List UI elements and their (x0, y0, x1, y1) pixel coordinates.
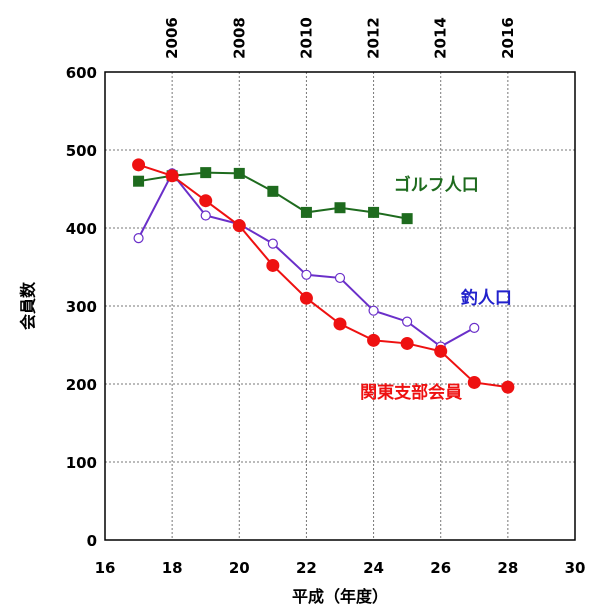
data-point (133, 233, 144, 244)
series-0: ゴルフ人口 (133, 167, 479, 225)
data-point (301, 269, 312, 280)
series-label: ゴルフ人口 (394, 175, 479, 196)
grid (105, 72, 575, 540)
data-point (467, 375, 481, 389)
data-point (367, 333, 381, 347)
y-axis-title: 会員数 (19, 281, 38, 330)
x-tick-label: 16 (95, 559, 116, 577)
y-tick-label: 500 (66, 142, 97, 160)
data-point (165, 169, 179, 183)
series-1: 釣人口 (133, 168, 512, 352)
data-point (267, 185, 279, 197)
data-point (334, 202, 346, 214)
series-label: 関東支部会員 (360, 382, 462, 403)
top-year-axis-ticks: 2006 2008 2010 2012 2014 2016 (163, 17, 517, 59)
x-tick-label: 18 (162, 559, 183, 577)
x-axis-title: 平成（年度） (292, 587, 388, 606)
y-axis-ticks: 0 100 200 300 400 500 600 (66, 64, 97, 550)
plot-area-frame (104, 71, 576, 541)
data-point (469, 322, 480, 333)
y-tick-label: 300 (66, 298, 97, 316)
data-point (132, 158, 146, 172)
series-label: 釣人口 (461, 288, 512, 309)
x-tick-label: 24 (363, 559, 384, 577)
data-point (199, 194, 213, 208)
top-year-tick-label: 2014 (432, 17, 450, 59)
data-point (434, 344, 448, 358)
y-tick-label: 100 (66, 454, 97, 472)
series-line (138, 163, 508, 389)
top-year-tick-label: 2006 (163, 17, 181, 59)
top-year-tick-label: 2010 (297, 17, 315, 59)
x-axis-ticks: 16 18 20 22 24 26 28 30 (95, 559, 586, 577)
data-point (501, 380, 515, 394)
top-year-tick-label: 2012 (365, 17, 383, 59)
data-point (402, 316, 413, 327)
data-point (266, 258, 280, 272)
data-point (200, 210, 211, 221)
series-2: 関東支部会員 (132, 158, 515, 403)
x-tick-label: 26 (430, 559, 451, 577)
data-point (299, 291, 313, 305)
data-point (401, 213, 413, 225)
x-tick-label: 28 (497, 559, 518, 577)
y-tick-label: 600 (66, 64, 97, 82)
data-point (200, 167, 212, 179)
top-year-tick-label: 2016 (499, 17, 517, 59)
y-tick-label: 400 (66, 220, 97, 238)
y-tick-label: 200 (66, 376, 97, 394)
x-tick-label: 20 (229, 559, 250, 577)
data-point (368, 206, 380, 218)
top-year-tick-label: 2008 (230, 17, 248, 59)
data-point (368, 305, 379, 316)
data-point (400, 336, 414, 350)
data-point (232, 219, 246, 233)
data-point (334, 272, 346, 284)
x-tick-label: 22 (296, 559, 317, 577)
data-point (300, 206, 312, 218)
data-point (133, 175, 145, 187)
y-tick-label: 0 (87, 532, 97, 550)
data-point (233, 167, 245, 179)
data-point (333, 317, 347, 331)
data-point (267, 238, 278, 249)
x-tick-label: 30 (565, 559, 586, 577)
